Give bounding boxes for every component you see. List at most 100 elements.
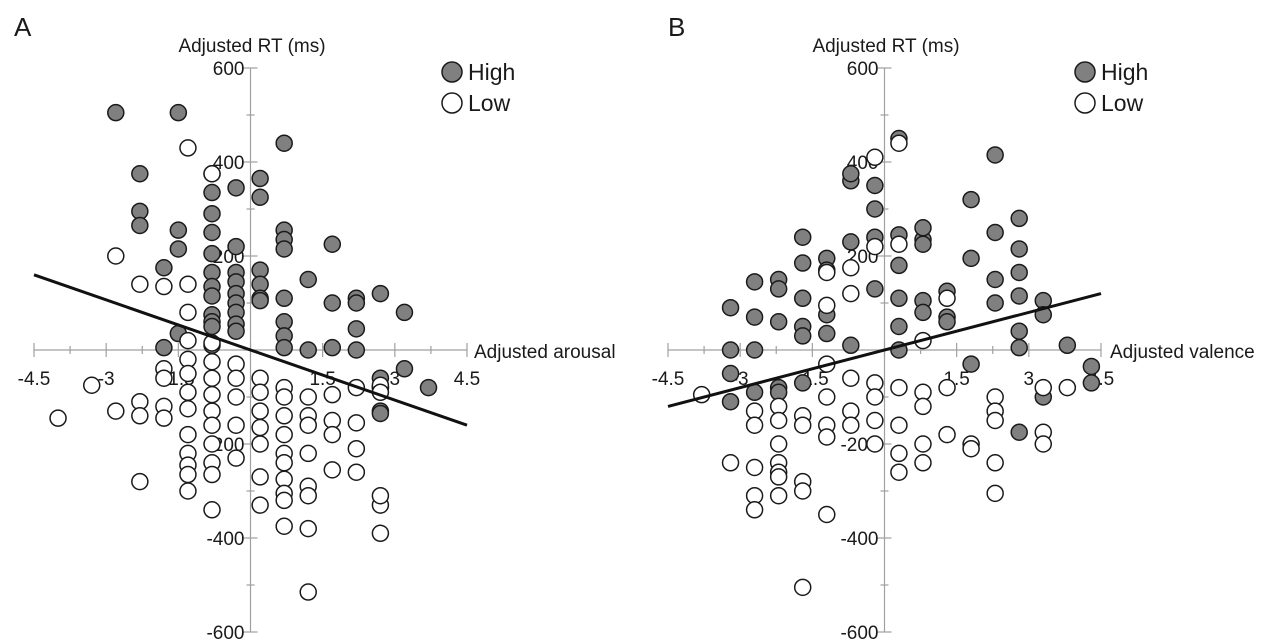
point-high xyxy=(1010,287,1028,305)
point-high xyxy=(962,355,980,373)
point-low xyxy=(251,402,269,420)
point-low xyxy=(251,383,269,402)
point-high xyxy=(169,240,188,258)
point-high xyxy=(793,374,812,392)
point-high xyxy=(1082,374,1101,392)
point-low xyxy=(866,148,884,167)
point-low xyxy=(299,519,317,538)
point-high xyxy=(1010,240,1028,258)
regression-line xyxy=(667,292,1102,408)
point-low xyxy=(323,461,342,479)
point-low xyxy=(251,418,269,437)
point-high xyxy=(962,249,980,268)
point-low xyxy=(890,134,908,152)
point-high xyxy=(203,204,221,223)
point-low xyxy=(275,454,293,472)
x-tick-label: 3 xyxy=(1024,369,1035,390)
x-tick-label: -3 xyxy=(98,369,115,390)
fit-line xyxy=(667,292,1102,408)
point-high xyxy=(275,289,293,308)
point-high xyxy=(1010,209,1028,228)
panel-b: B Adjusted RT (ms) Adjusted valence -4.5… xyxy=(652,12,1255,641)
point-low xyxy=(986,454,1004,472)
point-high xyxy=(721,364,740,383)
point-low xyxy=(155,369,173,387)
point-low xyxy=(866,237,884,256)
point-low xyxy=(890,444,908,463)
point-low xyxy=(866,435,884,453)
y-axis-title: Adjusted RT (ms) xyxy=(812,36,959,57)
point-high xyxy=(721,298,740,317)
y-tick-label: 400 xyxy=(213,153,245,174)
point-high xyxy=(866,176,884,195)
point-low xyxy=(179,303,197,322)
point-low xyxy=(890,378,908,397)
point-high xyxy=(1010,263,1028,282)
point-high xyxy=(323,294,342,312)
point-high xyxy=(347,341,366,359)
x-axis-title: Adjusted valence xyxy=(1110,342,1255,363)
point-low xyxy=(179,364,197,383)
point-low xyxy=(938,425,956,444)
point-low xyxy=(155,409,173,427)
legend-swatch-high xyxy=(441,61,463,83)
legend-swatch-high xyxy=(1074,61,1096,83)
point-high xyxy=(842,233,860,251)
point-high xyxy=(986,146,1004,164)
point-low xyxy=(938,378,956,397)
point-high xyxy=(914,303,932,322)
point-low xyxy=(131,275,149,293)
point-low xyxy=(721,454,740,472)
point-high xyxy=(203,183,221,202)
point-high xyxy=(203,223,221,242)
point-low xyxy=(914,435,932,453)
point-low xyxy=(299,486,317,505)
point-low xyxy=(179,331,197,350)
point-high xyxy=(1010,423,1028,441)
point-high xyxy=(818,324,836,343)
point-high xyxy=(721,392,740,411)
point-low xyxy=(769,468,788,486)
point-low xyxy=(203,465,221,484)
panel-label: B xyxy=(668,12,685,42)
point-low xyxy=(49,409,67,427)
point-high xyxy=(769,313,788,331)
point-low xyxy=(179,383,197,402)
x-tick-label: 4.5 xyxy=(454,369,480,390)
point-high xyxy=(986,270,1004,289)
legend: High Low xyxy=(1074,59,1148,116)
point-low xyxy=(938,289,956,308)
legend-label-high: High xyxy=(1101,59,1148,85)
point-low xyxy=(1058,378,1077,397)
point-high xyxy=(866,280,884,298)
legend-label-low: Low xyxy=(468,90,511,116)
point-low xyxy=(275,517,293,535)
point-low xyxy=(890,235,908,253)
point-low xyxy=(842,416,860,434)
point-high xyxy=(347,320,366,338)
point-low xyxy=(866,388,884,406)
point-low xyxy=(1034,378,1053,397)
point-low xyxy=(179,482,197,500)
point-low xyxy=(275,425,293,444)
point-high xyxy=(323,235,342,253)
point-low xyxy=(323,425,342,444)
point-high xyxy=(227,179,245,197)
point-low xyxy=(131,472,149,491)
point-low xyxy=(818,296,836,315)
point-low xyxy=(251,496,269,514)
point-low xyxy=(818,263,836,282)
point-low xyxy=(203,501,221,519)
point-low xyxy=(299,583,317,601)
point-low xyxy=(299,444,317,463)
point-low xyxy=(793,416,812,434)
point-high xyxy=(227,322,245,340)
point-low xyxy=(818,428,836,446)
point-high xyxy=(155,338,173,357)
point-low xyxy=(914,397,932,416)
point-low xyxy=(986,484,1004,503)
point-low xyxy=(227,449,245,467)
point-high xyxy=(914,235,932,253)
point-high xyxy=(938,313,956,331)
point-low xyxy=(275,388,293,406)
